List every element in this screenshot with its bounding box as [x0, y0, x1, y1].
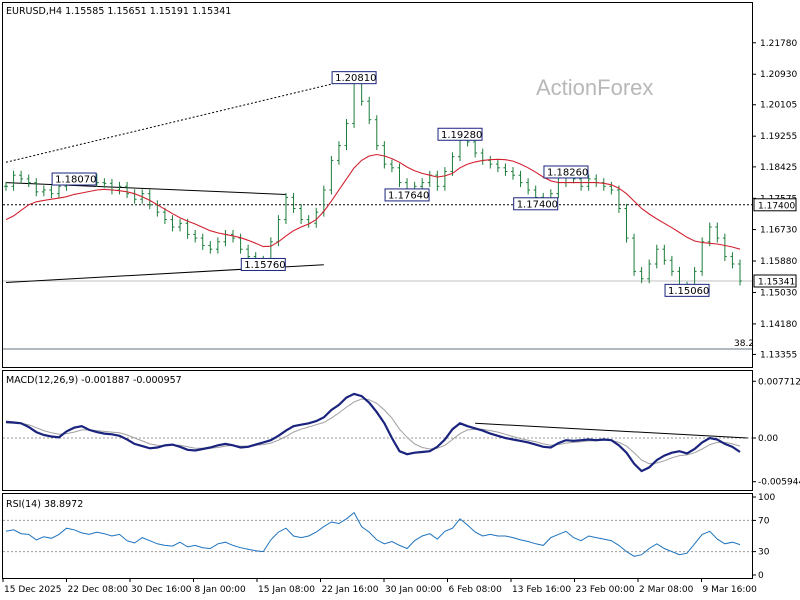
xtick-label: 15 Jan 08:00	[258, 585, 315, 595]
macd-header: MACD(12,26,9) -0.001887 -0.000957	[6, 375, 182, 386]
rsi-ytick-label: 0	[758, 571, 764, 581]
annotation-box	[331, 71, 377, 85]
main-ytick-label: 1.15880	[760, 257, 797, 267]
annotation-label: 1.17640	[388, 190, 429, 201]
axes: 1.217801.209301.201051.192551.184251.175…	[2, 39, 800, 595]
main-ytick-label: 1.20930	[760, 70, 797, 80]
annotation-label: 1.15060	[668, 286, 709, 297]
watermark: ActionForex	[536, 75, 653, 100]
xtick-label: 9 Mar 16:00	[703, 585, 758, 595]
xtick-label: 22 Jan 16:00	[322, 585, 379, 595]
xtick-label: 2 Mar 08:00	[639, 585, 694, 595]
macd-ytick-label: 0.007712	[758, 377, 800, 387]
xtick-label: 15 Dec 2025	[4, 585, 62, 595]
macd-trendline	[475, 422, 748, 439]
rsi-plot	[3, 511, 752, 557]
annotation-box	[51, 172, 97, 186]
xtick-label: 8 Jan 00:00	[195, 585, 247, 595]
rsi-ytick-label: 100	[758, 493, 775, 503]
main-ytick-label: 1.14180	[760, 320, 797, 330]
upper-trendline	[5, 182, 287, 195]
last-price-box	[753, 274, 797, 288]
annotation-label: 1.19280	[441, 130, 482, 141]
last-price-label: 1.15341	[758, 277, 795, 287]
annotation-box	[664, 283, 710, 297]
main-ytick-label: 1.18425	[760, 163, 797, 173]
annotation-box	[384, 188, 430, 202]
rsi-panel-frame	[2, 493, 753, 579]
xtick-label: 13 Feb 16:00	[512, 585, 571, 595]
xtick-label: 6 Feb 08:00	[449, 585, 503, 595]
main-ytick-label: 1.19255	[760, 132, 797, 142]
annotation-box	[437, 127, 483, 141]
rsi-line	[5, 511, 741, 557]
annotation-label: 1.15760	[244, 260, 285, 271]
level-price-box	[753, 198, 797, 212]
annotation-box	[543, 165, 589, 179]
annotation-box	[240, 257, 286, 271]
macd-panel-frame	[2, 370, 753, 491]
xtick-label: 30 Jan 00:00	[385, 585, 442, 595]
annotation-label: 1.18260	[547, 167, 588, 178]
xtick-label: 23 Feb 00:00	[576, 585, 635, 595]
main-ytick-label: 1.16730	[760, 226, 797, 236]
macd-main-line	[5, 392, 741, 473]
main-ytick-label: 1.13355	[760, 350, 797, 360]
main-panel-frame	[2, 2, 753, 368]
xtick-label: 30 Dec 16:00	[131, 585, 192, 595]
rsi-header: RSI(14) 38.8972	[6, 499, 83, 510]
moving-average-line	[5, 153, 741, 250]
rsi-ytick-label: 70	[758, 516, 770, 526]
main-ytick-label: 1.15030	[760, 288, 797, 298]
annotation-box	[513, 197, 559, 211]
macd-plot	[3, 392, 752, 473]
main-ytick-label: 1.20105	[760, 101, 797, 111]
fib-level-label: 38.2	[734, 339, 754, 349]
annotation-label: 1.17400	[517, 199, 558, 210]
macd-ytick-label: 0.00	[758, 434, 778, 444]
xtick-label: 22 Dec 08:00	[68, 585, 129, 595]
main-ytick-label: 1.21780	[760, 39, 797, 49]
annotation-label: 1.20810	[335, 73, 376, 84]
macd-ytick-label: -0.005944	[758, 478, 800, 488]
main-plot: 38.2 1.20810 1.19280 1.18070 1.18260 1.17640 1…	[3, 71, 754, 350]
rsi-ytick-label: 30	[758, 548, 770, 558]
level-price-label: 1.17400	[758, 201, 795, 211]
macd-signal-line	[6, 398, 741, 465]
main-header: EURUSD,H4 1.15585 1.15651 1.15191 1.1534…	[6, 6, 231, 17]
dotted-trendline	[5, 78, 355, 163]
annotation-label: 1.18070	[55, 175, 96, 186]
